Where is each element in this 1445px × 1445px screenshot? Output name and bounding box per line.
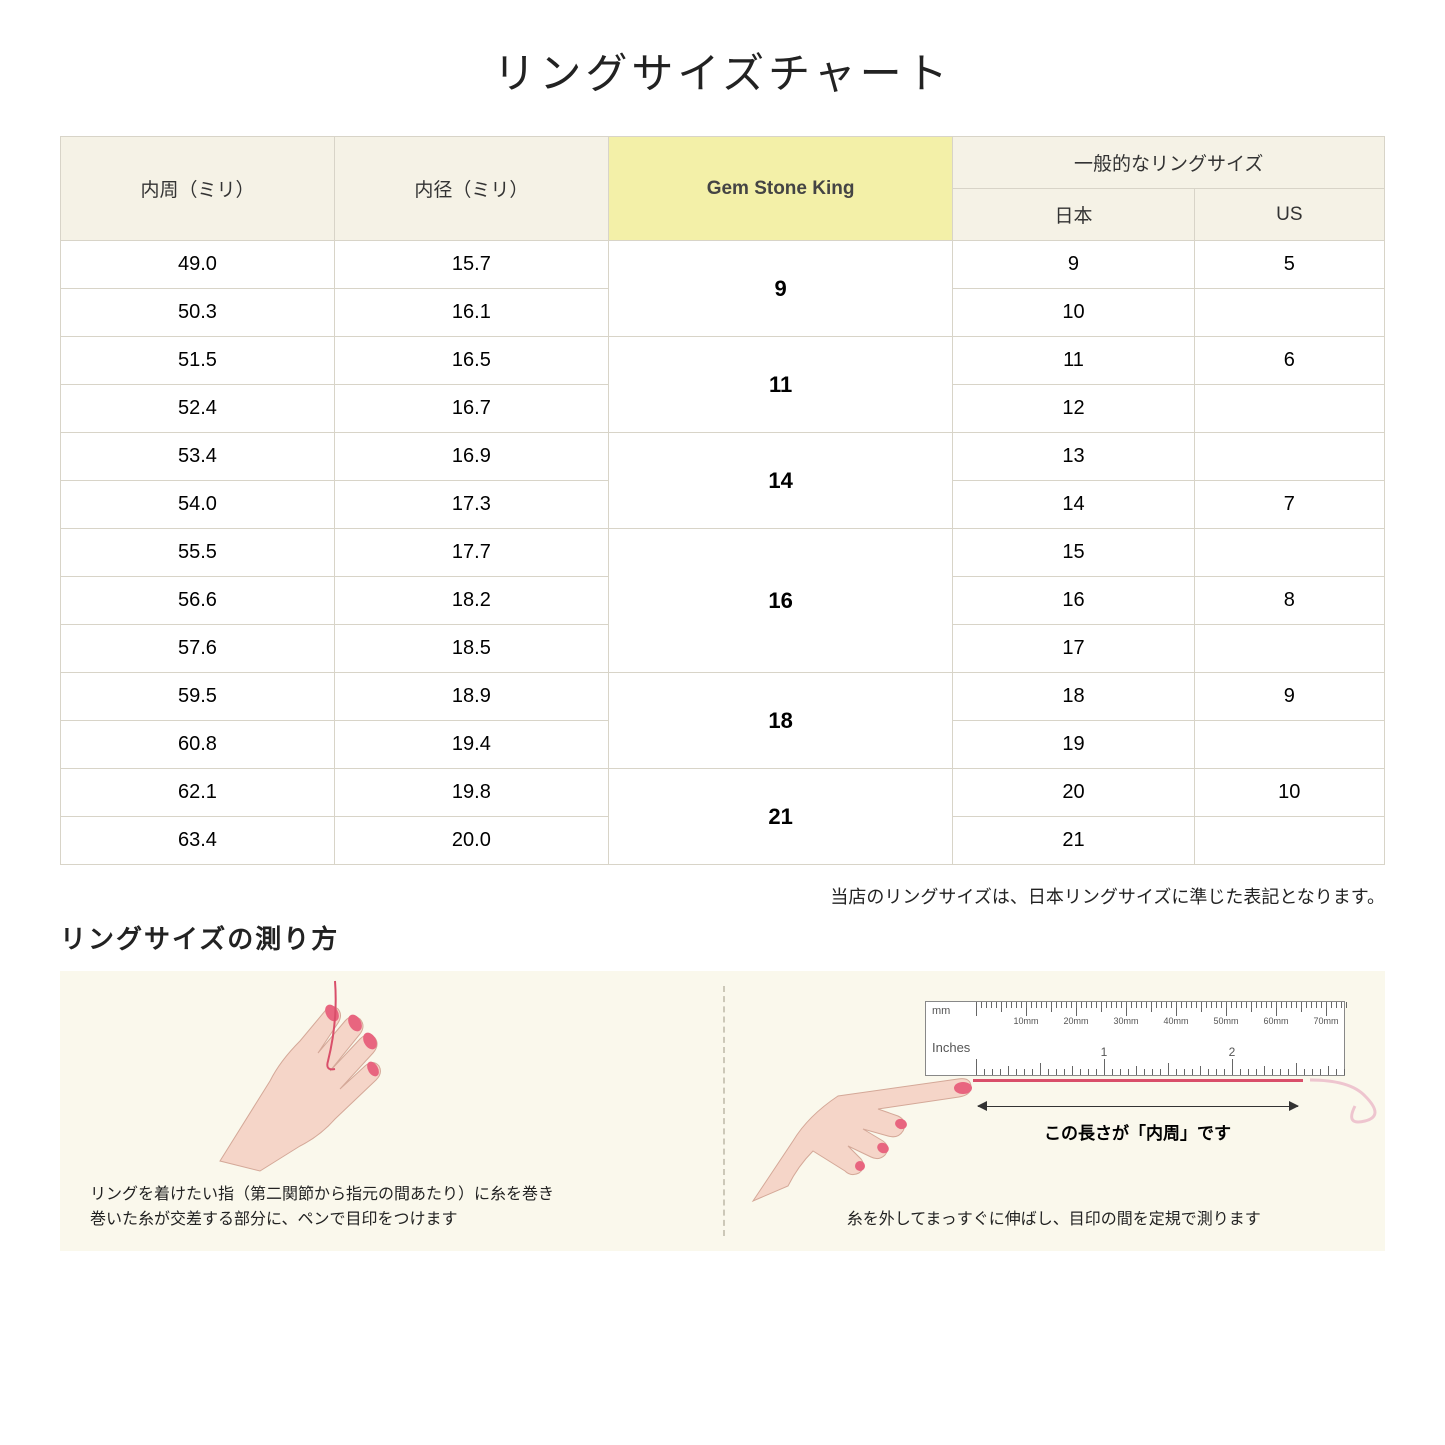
cell-jp: 13	[953, 433, 1194, 481]
ruler-icon: mm Inches 10mm20mm30mm40mm50mm60mm70mm 1…	[925, 1001, 1345, 1076]
cell-us	[1194, 721, 1384, 769]
cell-gsk: 11	[608, 337, 953, 433]
hand-wrap-icon	[180, 971, 460, 1181]
cell-circ: 51.5	[61, 337, 335, 385]
cell-us	[1194, 289, 1384, 337]
size-chart-table: 内周（ミリ） 内径（ミリ） Gem Stone King 一般的なリングサイズ …	[60, 136, 1385, 865]
th-gsk: Gem Stone King	[608, 137, 953, 241]
step1-caption: リングを着けたい指（第二関節から指元の間あたり）に糸を巻き 巻いた糸が交差する部…	[90, 1182, 693, 1233]
cell-dia: 16.1	[334, 289, 608, 337]
page-title: リングサイズチャート	[60, 40, 1385, 101]
cell-jp: 10	[953, 289, 1194, 337]
cell-jp: 19	[953, 721, 1194, 769]
cell-us	[1194, 817, 1384, 865]
th-diameter: 内径（ミリ）	[334, 137, 608, 241]
th-japan: 日本	[953, 189, 1194, 241]
cell-circ: 57.6	[61, 625, 335, 673]
cell-us	[1194, 385, 1384, 433]
cell-circ: 55.5	[61, 529, 335, 577]
cell-jp: 21	[953, 817, 1194, 865]
arrow-label: この長さが「内周」です	[973, 1119, 1303, 1144]
cell-circ: 60.8	[61, 721, 335, 769]
cell-circ: 50.3	[61, 289, 335, 337]
ruler-mm-label: mm	[932, 1005, 950, 1017]
note-text: 当店のリングサイズは、日本リングサイズに準じた表記となります。	[60, 883, 1385, 909]
cell-dia: 18.5	[334, 625, 608, 673]
thread-line	[973, 1079, 1303, 1082]
table-row: 49.015.7995	[61, 241, 1385, 289]
table-row: 51.516.511116	[61, 337, 1385, 385]
instructions-panel: リングを着けたい指（第二関節から指元の間あたり）に糸を巻き 巻いた糸が交差する部…	[60, 971, 1385, 1251]
cell-circ: 49.0	[61, 241, 335, 289]
table-row: 53.416.91413	[61, 433, 1385, 481]
cell-jp: 17	[953, 625, 1194, 673]
cell-us	[1194, 625, 1384, 673]
cell-us: 9	[1194, 673, 1384, 721]
th-general: 一般的なリングサイズ	[953, 137, 1385, 189]
measure-title: リングサイズの測り方	[60, 919, 1385, 956]
cell-jp: 15	[953, 529, 1194, 577]
table-row: 59.518.918189	[61, 673, 1385, 721]
cell-circ: 59.5	[61, 673, 335, 721]
cell-circ: 62.1	[61, 769, 335, 817]
table-row: 62.119.8212010	[61, 769, 1385, 817]
th-circumference: 内周（ミリ）	[61, 137, 335, 241]
cell-gsk: 16	[608, 529, 953, 673]
hand-point-icon	[743, 1041, 983, 1211]
measurement-arrow	[978, 1106, 1298, 1107]
cell-gsk: 18	[608, 673, 953, 769]
table-row: 55.517.71615	[61, 529, 1385, 577]
cell-jp: 18	[953, 673, 1194, 721]
step2-panel: mm Inches 10mm20mm30mm40mm50mm60mm70mm 1…	[723, 971, 1386, 1251]
cell-jp: 12	[953, 385, 1194, 433]
cell-circ: 54.0	[61, 481, 335, 529]
cell-circ: 53.4	[61, 433, 335, 481]
cell-gsk: 9	[608, 241, 953, 337]
cell-circ: 52.4	[61, 385, 335, 433]
cell-gsk: 14	[608, 433, 953, 529]
cell-jp: 14	[953, 481, 1194, 529]
cell-dia: 17.7	[334, 529, 608, 577]
cell-us	[1194, 433, 1384, 481]
cell-dia: 18.9	[334, 673, 608, 721]
cell-us: 7	[1194, 481, 1384, 529]
cell-us: 10	[1194, 769, 1384, 817]
cell-dia: 20.0	[334, 817, 608, 865]
th-us: US	[1194, 189, 1384, 241]
cell-dia: 16.9	[334, 433, 608, 481]
cell-dia: 18.2	[334, 577, 608, 625]
cell-dia: 15.7	[334, 241, 608, 289]
cell-us	[1194, 529, 1384, 577]
step1-panel: リングを着けたい指（第二関節から指元の間あたり）に糸を巻き 巻いた糸が交差する部…	[60, 971, 723, 1251]
cell-dia: 16.5	[334, 337, 608, 385]
cell-us: 8	[1194, 577, 1384, 625]
cell-dia: 19.8	[334, 769, 608, 817]
cell-dia: 16.7	[334, 385, 608, 433]
cell-jp: 20	[953, 769, 1194, 817]
cell-gsk: 21	[608, 769, 953, 865]
cell-jp: 16	[953, 577, 1194, 625]
cell-dia: 19.4	[334, 721, 608, 769]
thread-curl-icon	[1310, 1066, 1400, 1136]
cell-circ: 56.6	[61, 577, 335, 625]
step2-caption: 糸を外してまっすぐに伸ばし、目印の間を定規で測ります	[773, 1207, 1336, 1233]
cell-us: 5	[1194, 241, 1384, 289]
cell-dia: 17.3	[334, 481, 608, 529]
cell-jp: 9	[953, 241, 1194, 289]
cell-us: 6	[1194, 337, 1384, 385]
cell-jp: 11	[953, 337, 1194, 385]
cell-circ: 63.4	[61, 817, 335, 865]
